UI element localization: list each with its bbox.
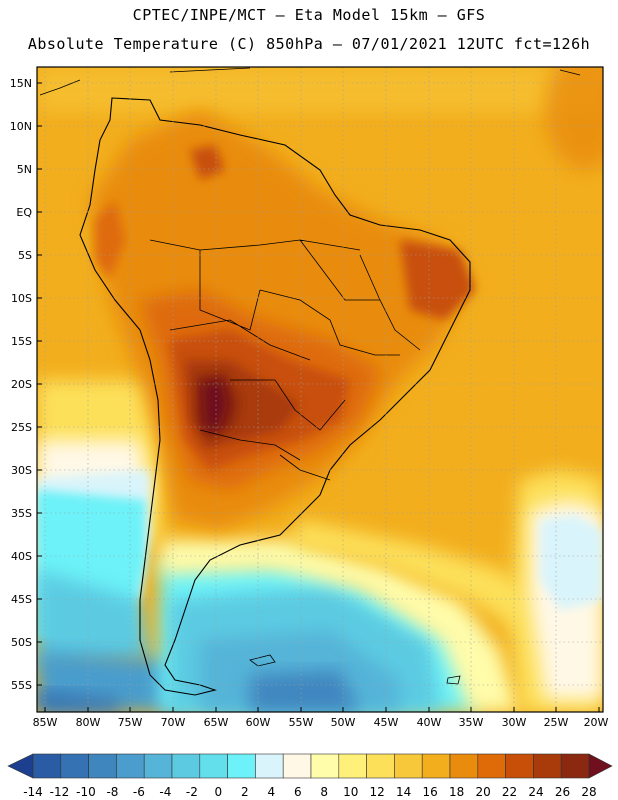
lat-label: 20S [11, 378, 32, 391]
colorbar-arrow-low [7, 753, 34, 779]
colorbar-label: -12 [50, 785, 70, 799]
colorbar-label: 6 [294, 785, 302, 799]
colorbar-label: -10 [76, 785, 96, 799]
lon-label: 65W [204, 716, 229, 729]
lon-label: 20W [584, 716, 609, 729]
lat-label: 10S [11, 292, 32, 305]
map-frame [36, 66, 604, 713]
colorbar-label: -6 [133, 785, 145, 799]
colorbar-cell [310, 753, 340, 779]
lat-label: 40S [11, 550, 32, 563]
colorbar-label: 22 [502, 785, 517, 799]
lon-label: 45W [374, 716, 399, 729]
lon-label: 50W [331, 716, 356, 729]
colorbar-label: 18 [449, 785, 464, 799]
colorbar-cell [255, 753, 284, 779]
colorbar-label: 12 [370, 785, 385, 799]
colorbar-label: 26 [555, 785, 570, 799]
lat-label: 25S [11, 421, 32, 434]
colorbar-label: 28 [581, 785, 596, 799]
colorbar-cell [282, 753, 312, 779]
lon-label: 35W [459, 716, 484, 729]
lat-label: 15S [11, 335, 32, 348]
colorbar-cell [338, 753, 367, 779]
colorbar-cell [421, 753, 451, 779]
lon-label: 70W [161, 716, 186, 729]
chart-title-line1: CPTEC/INPE/MCT – Eta Model 15km – GFS [132, 6, 486, 24]
colorbar-label: -8 [106, 785, 118, 799]
lon-label: 75W [118, 716, 143, 729]
colorbar-cell [533, 753, 562, 779]
colorbar-label: 24 [528, 785, 543, 799]
lat-label: 5S [18, 249, 32, 262]
lon-label: 25W [544, 716, 569, 729]
south-america-coastline-icon [39, 67, 581, 696]
colorbar-label: -4 [159, 785, 171, 799]
colorbar-cell [449, 753, 479, 779]
colorbar: -14 -12 -10 -8 -6 -4 -2 0 2 4 6 8 10 12 14 16 18 20 22 24 26… [7, 753, 613, 799]
colorbar-label: 2 [241, 785, 249, 799]
colorbar-label: -14 [23, 785, 43, 799]
colorbar-cell [88, 753, 117, 779]
colorbar-cell [505, 753, 534, 779]
colorbar-cell [199, 753, 228, 779]
colorbar-label: 16 [423, 785, 438, 799]
colorbar-cell [560, 753, 590, 779]
colorbar-cell [143, 753, 173, 779]
colorbar-cell [366, 753, 395, 779]
lon-label: 30W [502, 716, 527, 729]
lat-label: 45S [11, 593, 32, 606]
colorbar-cell [171, 753, 201, 779]
lon-label: 80W [76, 716, 101, 729]
colorbar-cell [60, 753, 89, 779]
lon-label: 60W [246, 716, 271, 729]
lat-label: 30S [11, 464, 32, 477]
lat-label: 10N [10, 120, 32, 133]
lat-label: 35S [11, 507, 32, 520]
colorbar-cell [116, 753, 145, 779]
colorbar-cell [477, 753, 506, 779]
temperature-field [37, 67, 603, 712]
colorbar-label: 14 [396, 785, 411, 799]
lat-label: 5N [17, 163, 32, 176]
lon-label: 40W [417, 716, 442, 729]
lon-label: 85W [33, 716, 58, 729]
lat-label: 55S [11, 679, 32, 692]
colorbar-label: 0 [215, 785, 223, 799]
colorbar-cell [32, 753, 62, 779]
colorbar-cell [227, 753, 256, 779]
lon-label: 55W [289, 716, 314, 729]
lat-label: 15N [10, 77, 32, 90]
colorbar-arrow-high [588, 753, 613, 779]
colorbar-label: 4 [267, 785, 275, 799]
colorbar-cell [394, 753, 423, 779]
colorbar-label: 10 [343, 785, 358, 799]
colorbar-label: 8 [320, 785, 328, 799]
lat-label: 50S [11, 636, 32, 649]
axis-ticks [37, 82, 600, 712]
colorbar-label: -2 [186, 785, 198, 799]
lat-label: EQ [16, 206, 32, 219]
chart-title-line2: Absolute Temperature (C) 850hPa – 07/01/… [27, 35, 591, 53]
colorbar-label: 20 [475, 785, 490, 799]
